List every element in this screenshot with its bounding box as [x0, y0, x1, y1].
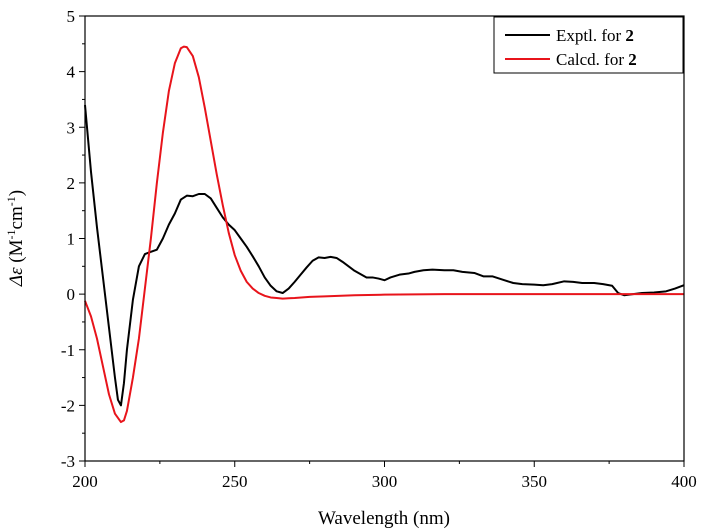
legend-label-calcd-prefix: Calcd. for	[556, 50, 628, 69]
legend-label-exptl: Exptl. for 2	[556, 26, 634, 45]
legend-label-exptl-compound: 2	[625, 26, 634, 45]
legend: Exptl. for 2 Calcd. for 2	[493, 16, 684, 74]
y-tick-label-3: 3	[67, 118, 76, 137]
y-axis-sup2: -1	[4, 196, 18, 206]
y-tick-label--2: -2	[61, 396, 75, 415]
plot-frame	[84, 15, 685, 462]
legend-box	[493, 16, 684, 74]
x-tick-label-300: 300	[372, 472, 398, 491]
x-tick-label-350: 350	[522, 472, 548, 491]
y-axis-unit-mid: cm	[6, 206, 27, 229]
series-line-exptl	[84, 104, 685, 407]
x-tick-label-250: 250	[222, 472, 248, 491]
y-tick-label-2: 2	[67, 174, 76, 193]
legend-label-calcd-compound: 2	[628, 50, 637, 69]
x-axis-title: Wavelength (nm)	[318, 508, 450, 529]
series-line-calcd	[84, 45, 684, 424]
y-axis-title: Δε (M-1cm-1)	[4, 190, 27, 287]
y-tick-label-1: 1	[67, 230, 76, 249]
y-axis-symbol: Δε	[6, 267, 27, 287]
y-tick-label-5: 5	[67, 7, 76, 26]
y-axis-unit-open: (M	[6, 239, 27, 267]
y-tick-label--1: -1	[61, 341, 75, 360]
ticks-layer: 200 250 300 350 400 -3 -2 -1 0 1 2 3 4 5	[61, 7, 697, 491]
legend-label-exptl-prefix: Exptl. for	[556, 26, 625, 45]
y-tick-label-0: 0	[67, 285, 76, 304]
y-axis-sup1: -1	[4, 229, 18, 239]
y-axis-unit-close: )	[6, 190, 27, 196]
y-tick-label-4: 4	[67, 63, 76, 82]
x-tick-label-200: 200	[72, 472, 98, 491]
y-tick-label--3: -3	[61, 452, 75, 471]
x-tick-label-400: 400	[671, 472, 697, 491]
legend-label-calcd: Calcd. for 2	[556, 50, 637, 69]
plot-layer	[84, 45, 685, 424]
